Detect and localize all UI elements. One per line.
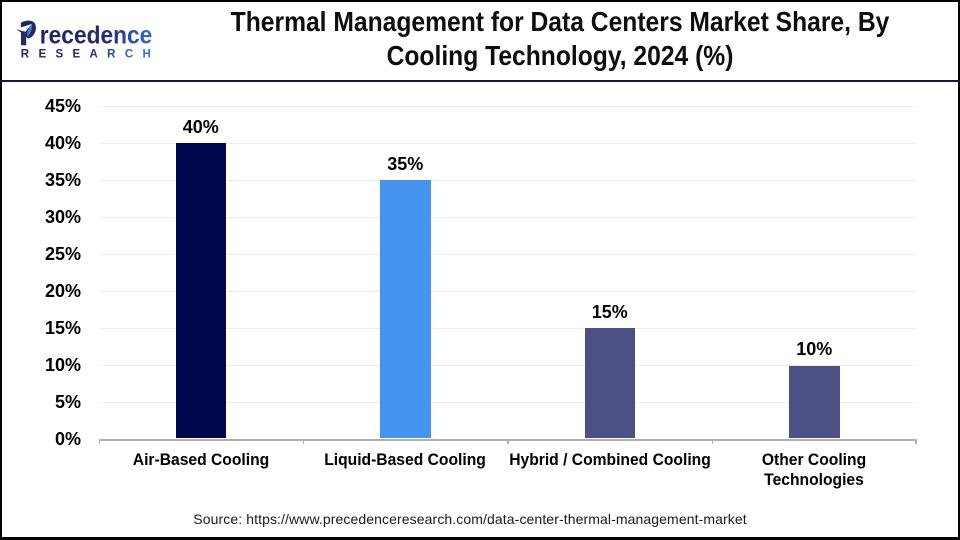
svg-text:RESEARCH: RESEARCH: [21, 48, 151, 60]
svg-text:recedence: recedence: [40, 21, 153, 49]
